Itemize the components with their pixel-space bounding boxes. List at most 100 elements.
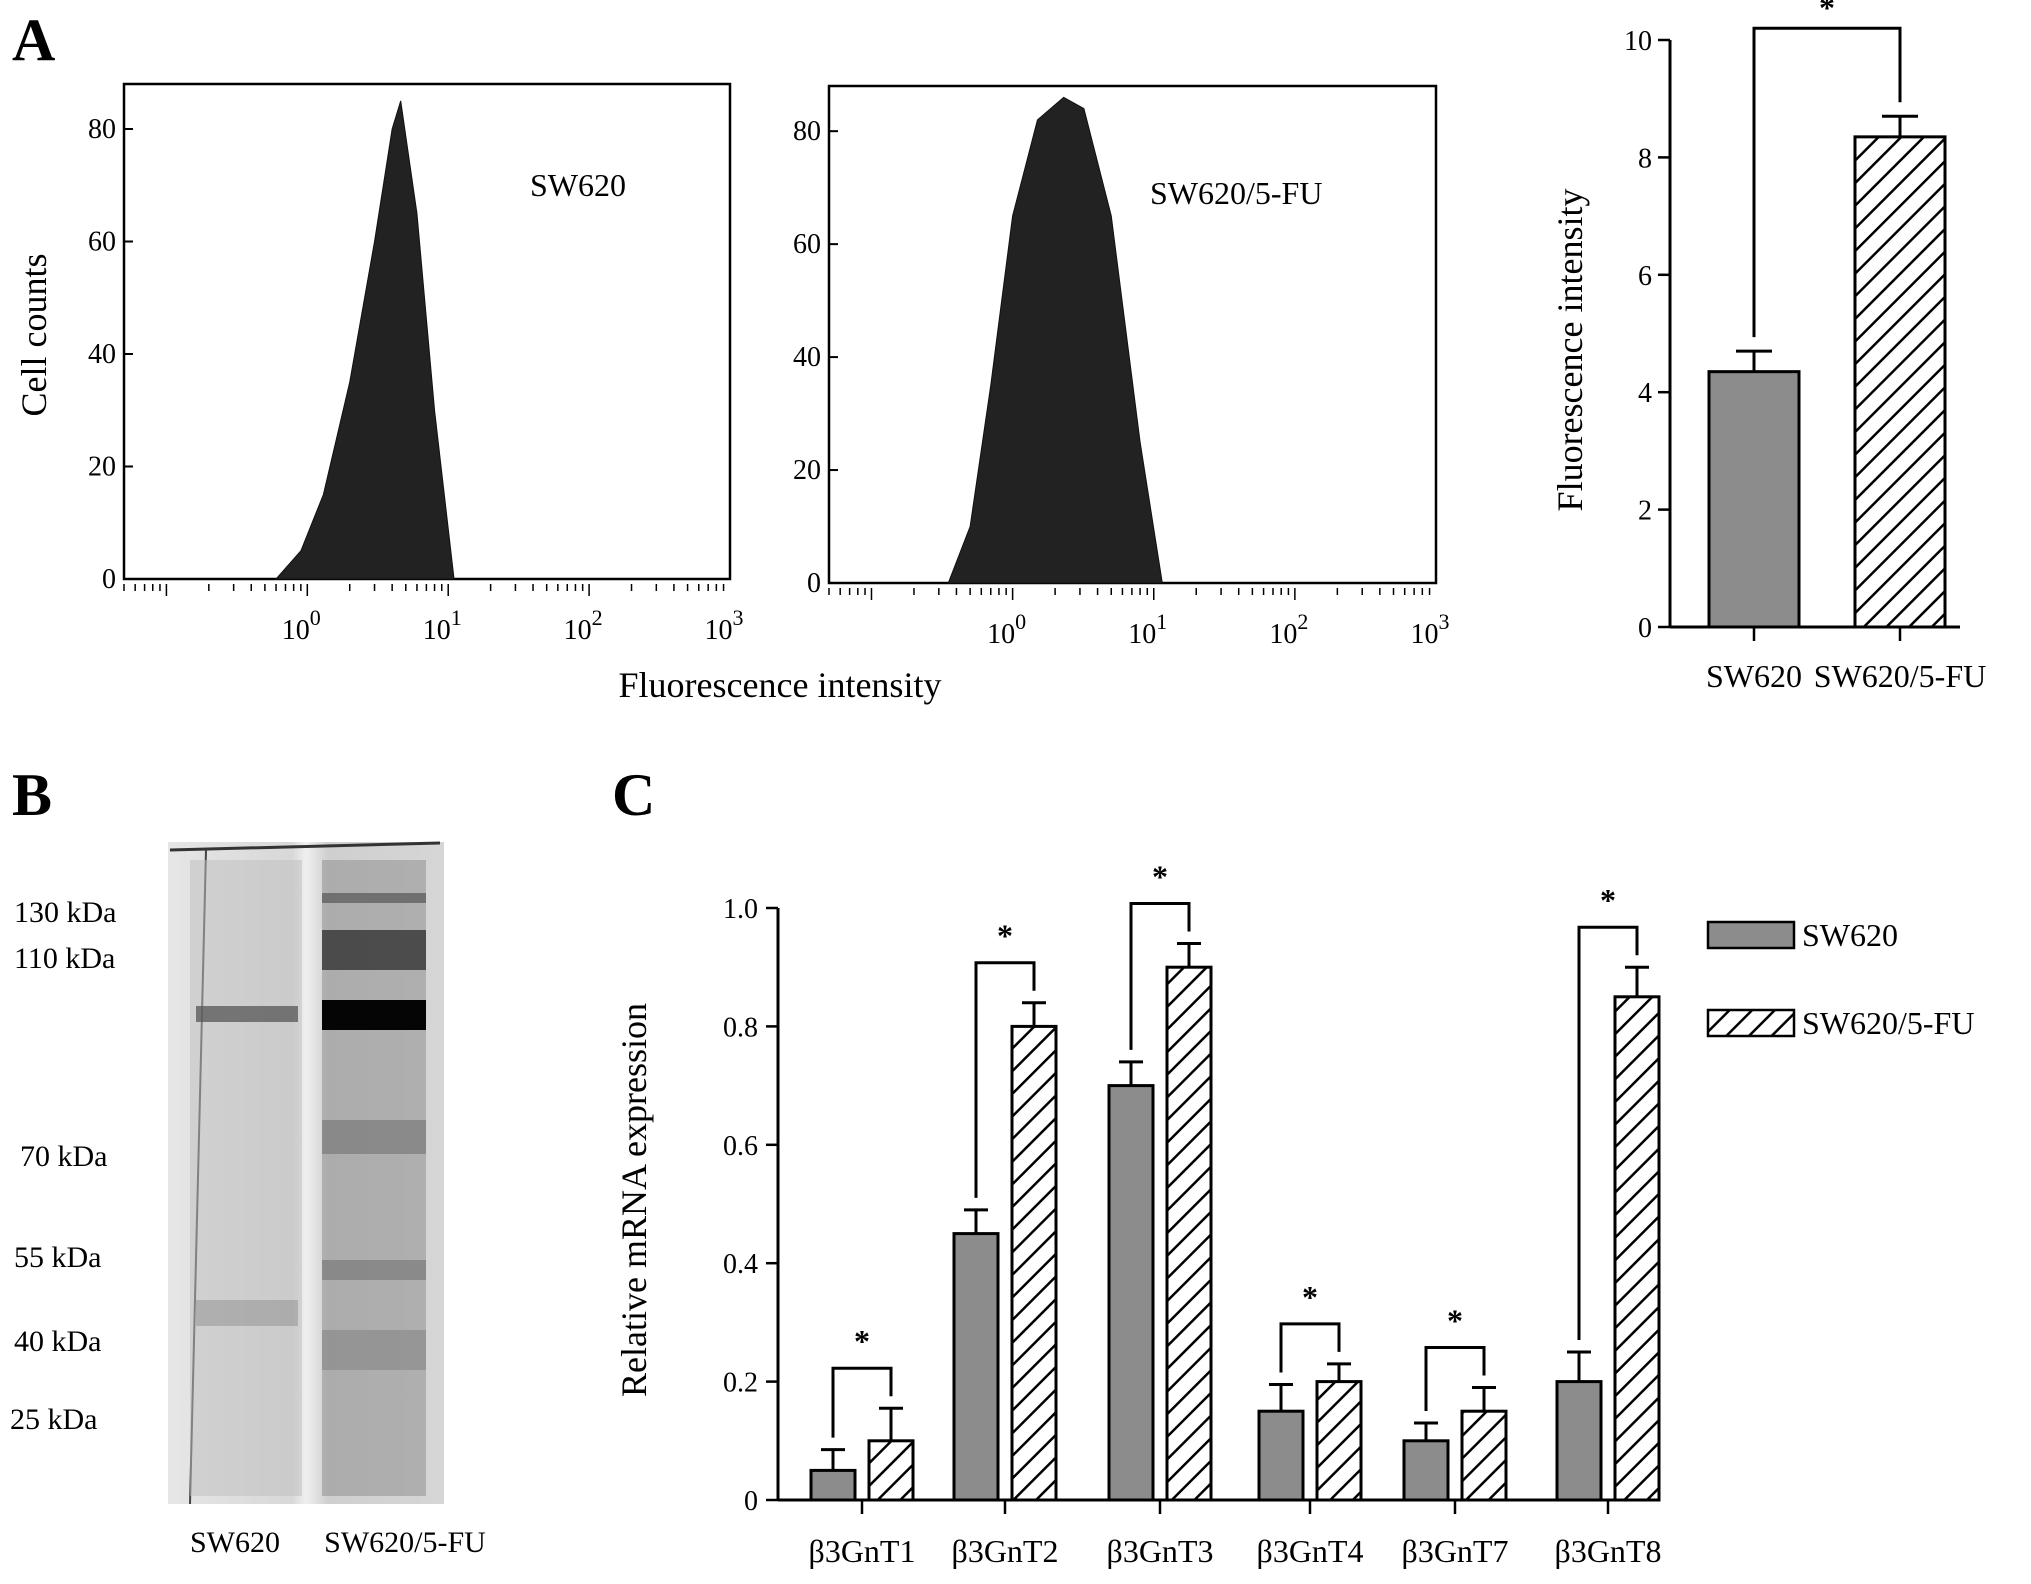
bar-a-ytick-label-4: 4 <box>1638 378 1652 409</box>
panel-b-letter: B <box>12 762 52 828</box>
bar-c-sig-bracket-2 <box>1129 902 1191 1050</box>
bar-c-sig-bracket-5 <box>1577 925 1639 1340</box>
fluorescence-bar-chart: Fluorescence intensity 0 2 4 6 8 10 SW620 SW620… <box>1550 0 1986 694</box>
panel-a-letter: A <box>12 7 55 73</box>
histogram-left-label: SW620 <box>530 167 626 203</box>
bar-c-sig-bracket-3 <box>1279 1322 1341 1373</box>
band-5fu-130 <box>322 893 426 903</box>
marker-40: 40 kDa <box>14 1325 101 1358</box>
histogram-right-xticks: 100 101 102 103 <box>828 588 1450 650</box>
bar-c-ytick-label-0.4: 0.4 <box>723 1249 758 1280</box>
hist-left-xtick-label-3: 103 <box>705 605 744 646</box>
bar-a-ytick-label-0: 0 <box>1638 613 1652 644</box>
hist-left-ytick-label-20: 20 <box>88 452 116 483</box>
bar-c-sig-star-4: * <box>1447 1303 1463 1339</box>
bar-c-bar-0-0 <box>809 1468 857 1502</box>
band-5fu-55 <box>322 1260 426 1280</box>
bar-c-bar-5-0 <box>1555 1380 1603 1502</box>
bar-a-ytick-label-10: 10 <box>1624 26 1652 57</box>
band-sw620-main <box>196 1006 298 1022</box>
legend-swatch-sw620 <box>1706 920 1796 950</box>
bar-c-ytick-label-0.8: 0.8 <box>723 1012 758 1043</box>
bar-c-xlabel-3: β3GnT4 <box>1257 1533 1364 1569</box>
bar-c-bar-5-1 <box>1613 995 1661 1502</box>
panel-c-letter: C <box>612 762 655 828</box>
histogram-fill-right <box>947 96 1163 584</box>
lane-label-sw620: SW620 <box>190 1526 280 1559</box>
western-blot: 130 kDa 110 kDa 70 kDa 55 kDa 40 kDa 25 … <box>10 841 486 1559</box>
bar-c-bar-2-1 <box>1165 965 1213 1502</box>
hist-left-xtick-label-2: 102 <box>564 605 603 646</box>
hist-right-xtick-label-0: 100 <box>987 609 1026 650</box>
band-sw620-40 <box>196 1300 298 1326</box>
histogram-sw620-5fu: 0 20 40 60 80 100 101 102 103 SW620/5-FU <box>793 84 1450 650</box>
bar-c-bar-3-0 <box>1257 1409 1305 1502</box>
band-5fu-110 <box>322 930 426 970</box>
bar-c-sig-bracket-0 <box>831 1366 893 1438</box>
bar-c-ytick-label-0.2: 0.2 <box>723 1368 758 1399</box>
lane-sw620-smear <box>190 860 302 1496</box>
hist-left-ytick-label-0: 0 <box>102 564 116 595</box>
hist-right-ytick-label-0: 0 <box>807 568 821 599</box>
bar-a-xlabel-1: SW620/5-FU <box>1814 658 1986 694</box>
bar-c-sig-bracket-1 <box>974 961 1036 1198</box>
legend: SW620 SW620/5-FU <box>1706 917 1974 1041</box>
hist-right-ytick-label-40: 40 <box>793 342 821 373</box>
bar-c-xlabel-2: β3GnT3 <box>1107 1533 1214 1569</box>
bar-a-sig-bracket <box>1752 26 1902 338</box>
bar-c-sig-star-1: * <box>997 918 1013 954</box>
bar-c-ylabel: Relative mRNA expression <box>614 1003 654 1397</box>
bar-c-ytick-label-1.0: 1.0 <box>723 894 758 925</box>
bar-c-bar-4-0 <box>1402 1439 1450 1502</box>
hist-left-xtick-label-0: 100 <box>282 605 321 646</box>
legend-label-sw620-5fu: SW620/5-FU <box>1802 1005 1974 1041</box>
marker-110: 110 kDa <box>14 942 115 975</box>
bar-c-xlabel-1: β3GnT2 <box>952 1533 1059 1569</box>
band-5fu-40 <box>322 1330 426 1370</box>
band-5fu-70 <box>322 1120 426 1154</box>
hist-right-ytick-label-80: 80 <box>793 116 821 147</box>
hist-left-ytick-label-60: 60 <box>88 227 116 258</box>
bar-c-sig-star-2: * <box>1152 859 1168 895</box>
mrna-bar-chart: Relative mRNA expression SW620 SW620/5-F… <box>614 859 1974 1569</box>
hist-left-ytick-label-40: 40 <box>88 339 116 370</box>
legend-label-sw620: SW620 <box>1802 917 1898 953</box>
histogram-right-yticks: 0 20 40 60 80 <box>793 116 838 599</box>
hist-left-ytick-label-80: 80 <box>88 114 116 145</box>
bar-c-ytick-label-0.6: 0.6 <box>723 1131 758 1162</box>
bar-a-sig-star: * <box>1819 0 1835 25</box>
bar-a-ytick-label-6: 6 <box>1638 261 1652 292</box>
bar-c-xlabel-0: β3GnT1 <box>809 1533 916 1569</box>
histogram-left-xticks: 100 101 102 103 <box>123 584 744 646</box>
cell-counts-ylabel: Cell counts <box>14 254 54 417</box>
histogram-left-yticks: 0 20 40 60 80 <box>88 114 133 595</box>
bar-a-ytick-label-2: 2 <box>1638 496 1652 527</box>
hist-right-ytick-label-60: 60 <box>793 229 821 260</box>
bar-c-bar-0-1 <box>867 1439 915 1502</box>
hist-right-xtick-label-1: 101 <box>1128 609 1167 650</box>
hist-right-xtick-label-2: 102 <box>1269 609 1308 650</box>
bar-c-xlabel-5: β3GnT8 <box>1555 1533 1662 1569</box>
blot-top-edge <box>169 841 441 852</box>
histogram-sw620: 0 20 40 60 80 100 101 102 103 SW620 Cell counts <box>14 82 744 646</box>
bar-c-sig-star-0: * <box>854 1323 870 1359</box>
fluorescence-xlabel: Fluorescence intensity <box>619 665 942 705</box>
bar-c-bar-3-1 <box>1315 1380 1363 1502</box>
bar-a-bar-1 <box>1853 135 1947 629</box>
bar-a-ylabel: Fluorescence intensity <box>1550 189 1590 512</box>
bar-c-bar-2-0 <box>1107 1084 1155 1502</box>
hist-right-xtick-label-3: 103 <box>1411 609 1450 650</box>
bar-c-bar-1-1 <box>1010 1024 1058 1502</box>
bar-a-xlabel-0: SW620 <box>1706 658 1802 694</box>
marker-55: 55 kDa <box>14 1241 101 1274</box>
lane-label-sw620-5fu: SW620/5-FU <box>324 1526 486 1559</box>
legend-swatch-sw620-5fu <box>1706 1008 1796 1038</box>
bar-c-ytick-label-0: 0 <box>744 1486 758 1517</box>
histogram-fill-left <box>274 100 455 580</box>
histogram-right-label: SW620/5-FU <box>1150 175 1322 211</box>
bar-c-xlabel-4: β3GnT7 <box>1402 1533 1509 1569</box>
bar-c-sig-star-5: * <box>1600 882 1616 918</box>
bar-c-sig-bracket-4 <box>1424 1346 1486 1412</box>
band-5fu-main <box>322 1000 426 1030</box>
hist-right-ytick-label-20: 20 <box>793 455 821 486</box>
